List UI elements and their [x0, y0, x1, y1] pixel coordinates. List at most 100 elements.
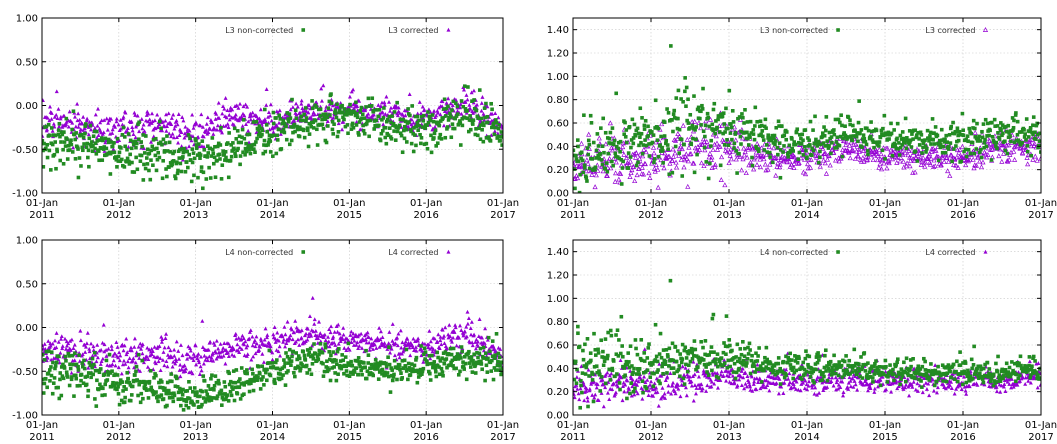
data-point	[95, 123, 100, 128]
data-point	[476, 116, 480, 120]
data-point	[366, 335, 371, 339]
data-point	[411, 336, 416, 341]
data-point	[212, 155, 217, 160]
data-point	[601, 404, 606, 409]
data-point	[458, 119, 462, 123]
data-point	[377, 325, 382, 330]
data-point	[992, 117, 997, 122]
data-point	[264, 87, 269, 91]
data-point	[978, 164, 985, 170]
data-point	[413, 345, 418, 349]
data-point	[348, 109, 353, 114]
data-point	[64, 370, 69, 375]
data-point	[932, 163, 938, 169]
data-point	[83, 124, 87, 128]
data-point	[660, 149, 665, 153]
data-point	[219, 354, 224, 359]
data-point	[125, 128, 130, 133]
data-point	[971, 165, 977, 171]
data-point	[146, 357, 151, 362]
data-point	[889, 121, 893, 126]
data-point	[1032, 153, 1038, 159]
data-point	[261, 360, 266, 364]
data-point	[799, 136, 803, 141]
data-point	[414, 358, 418, 362]
data-point	[599, 158, 604, 162]
data-point	[265, 378, 269, 383]
data-point	[274, 348, 279, 352]
data-point	[691, 359, 696, 364]
data-point	[1017, 139, 1021, 144]
data-point	[56, 357, 61, 362]
data-point	[57, 124, 62, 129]
data-point	[214, 356, 219, 361]
data-point	[263, 326, 268, 331]
data-point	[172, 393, 177, 398]
data-point	[897, 158, 903, 164]
legend-label: L4 corrected	[388, 248, 438, 257]
data-point	[237, 350, 242, 355]
data-point	[675, 126, 680, 131]
data-point	[653, 162, 659, 168]
data-point	[278, 132, 283, 136]
data-point	[163, 141, 168, 145]
data-point	[110, 362, 115, 367]
data-point	[689, 379, 694, 384]
data-point	[696, 120, 702, 126]
data-point	[298, 366, 303, 371]
data-point	[622, 163, 628, 169]
data-point	[1024, 138, 1028, 142]
data-point	[713, 131, 717, 136]
data-point	[95, 368, 100, 373]
data-point	[138, 400, 143, 405]
data-point	[131, 142, 136, 147]
data-point	[189, 179, 194, 184]
data-point	[945, 168, 951, 174]
data-point	[662, 391, 667, 396]
data-point	[715, 125, 719, 130]
data-point	[685, 158, 691, 164]
data-point	[658, 143, 662, 147]
data-point	[877, 140, 882, 144]
data-point	[333, 371, 337, 375]
data-point	[451, 335, 456, 340]
data-point	[638, 135, 642, 140]
data-point	[636, 166, 642, 172]
data-point	[322, 369, 327, 374]
data-point	[742, 121, 746, 125]
data-point	[244, 149, 249, 154]
data-point	[318, 331, 323, 335]
data-point	[694, 125, 699, 129]
data-point	[1006, 157, 1012, 162]
data-point	[605, 390, 610, 395]
data-point	[111, 358, 116, 363]
data-point	[967, 126, 972, 131]
data-point	[125, 147, 129, 152]
data-point	[996, 153, 1002, 159]
data-point	[1004, 129, 1009, 134]
data-point	[224, 155, 228, 160]
data-point	[689, 383, 694, 388]
data-point	[227, 112, 232, 117]
data-point	[460, 123, 465, 128]
data-point	[822, 133, 827, 138]
data-point	[377, 123, 381, 128]
data-point	[305, 348, 310, 352]
data-point	[284, 137, 289, 142]
data-point	[104, 116, 109, 121]
data-point	[682, 157, 688, 163]
data-point	[83, 350, 88, 354]
data-point	[985, 134, 989, 138]
data-point	[196, 134, 201, 139]
data-point	[327, 368, 331, 372]
data-point	[221, 104, 226, 109]
data-point	[849, 134, 853, 139]
data-point	[584, 386, 589, 391]
data-point	[837, 143, 842, 148]
data-point	[600, 377, 605, 382]
data-point	[83, 344, 88, 349]
data-point	[163, 118, 168, 123]
data-point	[246, 143, 251, 148]
data-point	[427, 369, 431, 374]
data-point	[476, 355, 480, 360]
